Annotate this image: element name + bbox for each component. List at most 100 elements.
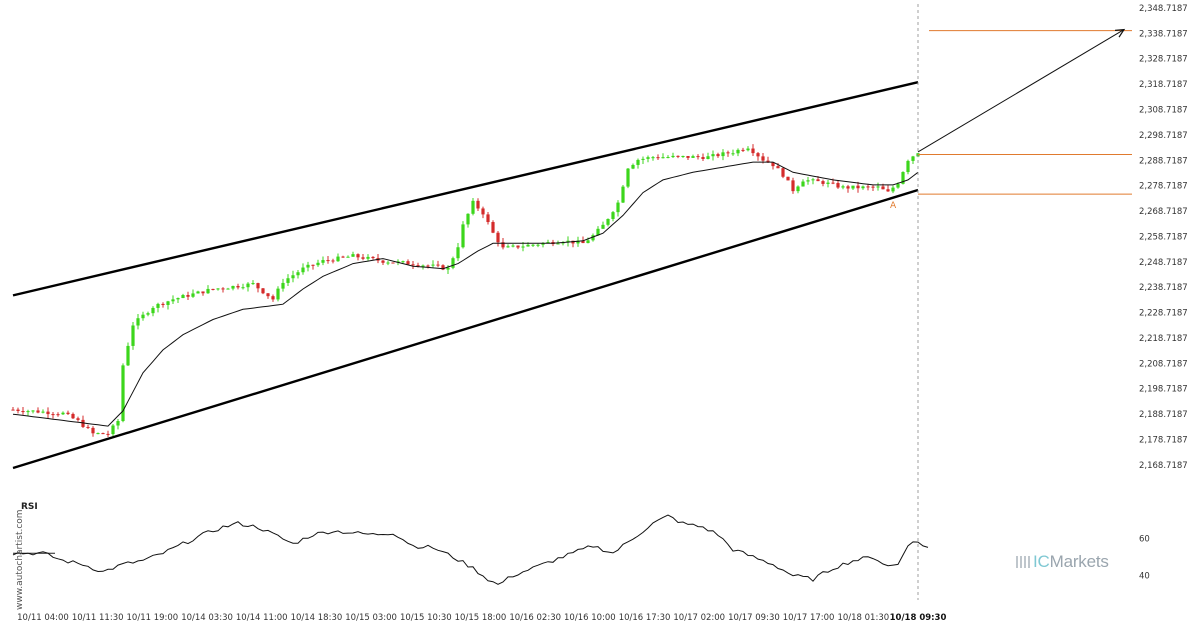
candle-body (91, 427, 95, 434)
candle-body (666, 157, 670, 159)
candle-body (846, 186, 850, 189)
candle-body (441, 265, 445, 270)
candle-body (601, 224, 605, 229)
candle-body (276, 288, 280, 300)
candle-body (236, 285, 240, 288)
candle-body (751, 148, 755, 154)
candle-body (556, 243, 560, 245)
candle-body (351, 254, 355, 257)
y-tick-label: 2,278.7187 (1139, 182, 1188, 192)
candle-body (531, 244, 535, 246)
candle-body (156, 303, 160, 308)
candle-body (171, 299, 175, 302)
candle-body (426, 265, 430, 267)
candle-body (46, 411, 50, 415)
rsi-tick-label: 60 (1139, 534, 1150, 544)
candle-body (336, 256, 340, 262)
candle-body (316, 262, 320, 266)
candle-body (101, 433, 105, 435)
candle-body (166, 301, 170, 305)
candle-body (36, 410, 40, 413)
candle-body (716, 154, 720, 157)
candle-body (361, 257, 365, 259)
candle-body (126, 345, 130, 366)
candle-body (671, 155, 675, 158)
candle-body (661, 157, 665, 159)
candle-body (181, 295, 185, 299)
candle-body (881, 186, 885, 190)
candle-body (466, 213, 470, 225)
candle-body (411, 264, 415, 266)
candle-body (136, 318, 140, 326)
candle-body (251, 283, 255, 285)
candle-body (761, 156, 765, 161)
x-tick-label: 10/11 04:00 (17, 613, 69, 623)
candle-body (581, 240, 585, 244)
candle-body (141, 314, 145, 319)
candle-body (806, 180, 810, 182)
candle-body (696, 156, 700, 158)
candle-body (431, 264, 435, 266)
candle-body (306, 264, 310, 268)
candle-body (681, 155, 685, 157)
x-tick-label: 10/17 09:30 (728, 613, 780, 623)
candle-body (891, 187, 895, 192)
projection-arrow (917, 29, 1125, 153)
candle-body (811, 179, 815, 181)
y-tick-label: 2,338.7187 (1139, 29, 1188, 39)
candle-body (706, 156, 710, 159)
candle-body (286, 278, 290, 283)
candle-body (651, 157, 655, 159)
candle-body (146, 313, 150, 315)
candle-body (76, 418, 80, 420)
channel-upper-line (12, 80, 919, 297)
candle-body (371, 256, 375, 259)
candle-body (816, 179, 820, 182)
candle-body (231, 285, 235, 289)
candle-body (406, 261, 410, 265)
candle-body (621, 186, 625, 203)
y-tick-label: 2,208.7187 (1139, 359, 1188, 369)
candlestick-series (11, 144, 920, 438)
candle-body (301, 267, 305, 273)
candle-body (321, 260, 325, 263)
candle-body (356, 254, 360, 258)
candle-body (11, 409, 15, 411)
candle-body (871, 186, 875, 188)
candle-body (196, 291, 200, 294)
candle-body (786, 176, 790, 181)
candle-body (731, 153, 735, 155)
x-tick-label: 10/18 01:30 (837, 613, 889, 623)
candle-body (911, 156, 915, 161)
candle-body (521, 246, 525, 248)
projection-arrow-head (1114, 28, 1126, 38)
candle-body (476, 200, 480, 209)
candle-body (796, 186, 800, 192)
candle-body (901, 172, 905, 184)
candle-body (366, 256, 370, 259)
brand-bars-icon (1016, 556, 1030, 568)
channel-lower-line (12, 188, 919, 470)
candle-body (111, 425, 115, 435)
candle-body (826, 182, 830, 184)
point-label-a: A (890, 201, 897, 211)
y-tick-label: 2,258.7187 (1139, 232, 1188, 242)
candle-body (151, 307, 155, 314)
candle-body (801, 181, 805, 187)
candle-body (641, 158, 645, 160)
candle-body (121, 365, 125, 422)
ma-line (12, 161, 919, 427)
candle-body (201, 291, 205, 294)
candle-body (616, 202, 620, 213)
brand-prefix: IC (1033, 552, 1050, 571)
candle-body (836, 183, 840, 188)
candle-body (486, 214, 490, 223)
candle-body (876, 186, 880, 188)
candle-body (686, 155, 690, 158)
candle-body (421, 265, 425, 267)
candle-body (526, 244, 530, 247)
candle-body (791, 180, 795, 192)
candle-body (346, 256, 350, 258)
candle-body (701, 157, 705, 159)
